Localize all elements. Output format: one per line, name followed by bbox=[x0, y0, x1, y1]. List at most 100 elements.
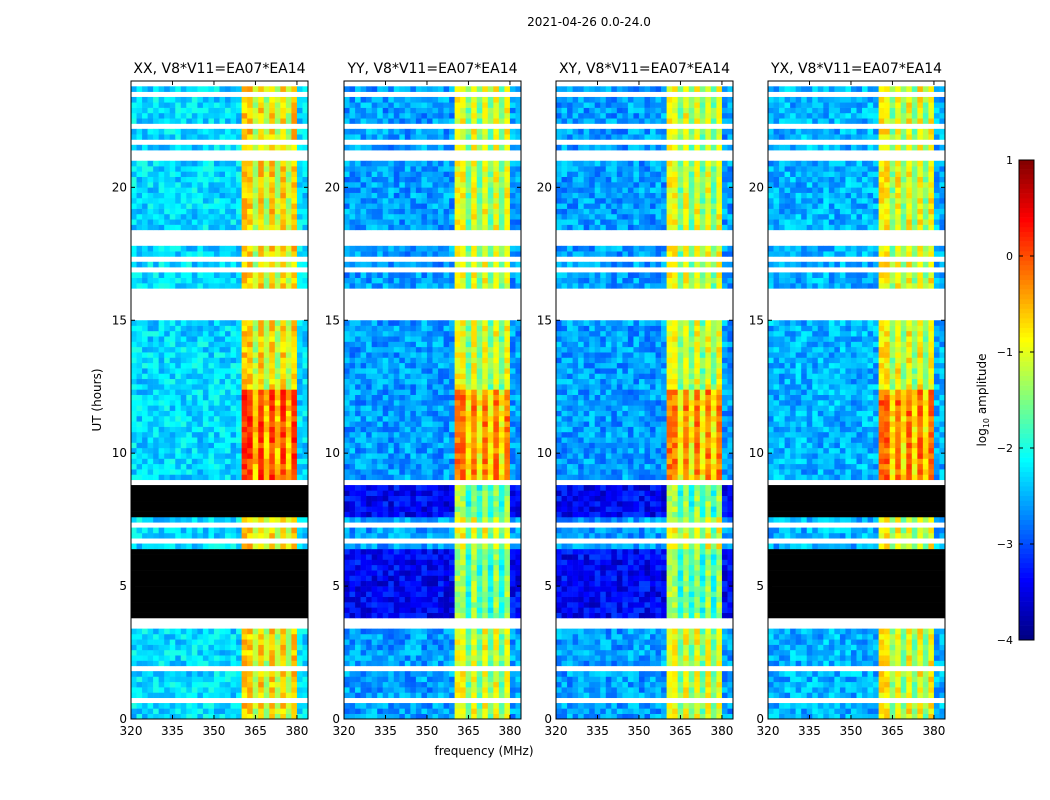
heatmap-cell bbox=[274, 384, 281, 390]
heatmap-cell bbox=[476, 336, 483, 342]
heatmap-cell bbox=[487, 463, 494, 470]
heatmap-cell bbox=[258, 187, 265, 193]
heatmap-cell bbox=[197, 277, 204, 284]
heatmap-cell bbox=[208, 692, 215, 699]
heatmap-cell bbox=[296, 368, 303, 374]
heatmap-cell bbox=[487, 495, 494, 502]
heatmap-cell bbox=[360, 559, 367, 566]
heatmap-cell bbox=[393, 543, 400, 550]
heatmap-cell bbox=[349, 580, 356, 587]
heatmap-cell bbox=[252, 251, 259, 257]
heatmap-cell bbox=[175, 144, 182, 151]
heatmap-cell bbox=[291, 692, 298, 699]
heatmap-cell bbox=[147, 681, 154, 688]
heatmap-cell bbox=[213, 86, 220, 92]
heatmap-cell bbox=[236, 112, 242, 119]
heatmap-cell bbox=[164, 134, 171, 140]
heatmap-cell bbox=[269, 357, 276, 364]
heatmap-cell bbox=[247, 543, 253, 550]
heatmap-cell bbox=[415, 671, 422, 677]
heatmap-cell bbox=[263, 681, 270, 688]
heatmap-cell bbox=[382, 458, 389, 465]
heatmap-cell bbox=[360, 463, 367, 470]
heatmap-cell bbox=[252, 633, 259, 640]
heatmap-cell bbox=[476, 368, 483, 374]
heatmap-cell bbox=[213, 421, 220, 427]
heatmap-cell bbox=[291, 107, 298, 114]
heatmap-cell bbox=[449, 384, 455, 390]
heatmap-cell bbox=[225, 320, 231, 326]
heatmap-cell bbox=[498, 410, 505, 417]
heatmap-cell bbox=[241, 410, 248, 417]
heatmap-cell bbox=[131, 458, 137, 465]
heatmap-cell bbox=[493, 277, 500, 284]
heatmap-cell bbox=[263, 166, 270, 172]
heatmap-cell bbox=[219, 676, 226, 683]
heatmap-cell bbox=[169, 192, 176, 199]
heatmap-cell bbox=[415, 532, 422, 539]
heatmap-cell bbox=[169, 261, 176, 268]
heatmap-cell bbox=[269, 213, 276, 220]
heatmap-cell bbox=[382, 490, 389, 496]
heatmap-cell bbox=[349, 384, 356, 390]
heatmap-cell bbox=[142, 352, 148, 358]
heatmap-cell bbox=[191, 330, 198, 337]
heatmap-cell bbox=[482, 442, 489, 449]
heatmap-cell bbox=[377, 219, 384, 225]
heatmap-cell bbox=[498, 596, 505, 603]
heatmap-cell bbox=[296, 197, 303, 204]
heatmap-cell bbox=[252, 453, 259, 459]
heatmap-cell bbox=[426, 426, 433, 433]
heatmap-cell bbox=[388, 554, 395, 560]
heatmap-cell bbox=[377, 649, 384, 656]
heatmap-cell bbox=[366, 394, 372, 401]
heatmap-cell bbox=[388, 458, 395, 465]
heatmap-cell bbox=[269, 442, 276, 449]
heatmap-cell bbox=[241, 458, 248, 465]
heatmap-cell bbox=[147, 713, 154, 720]
heatmap-cell bbox=[476, 330, 483, 337]
heatmap-cell bbox=[269, 437, 276, 443]
heatmap-cell bbox=[208, 112, 215, 119]
heatmap-cell bbox=[515, 495, 522, 502]
heatmap-cell bbox=[426, 602, 433, 608]
heatmap-cell bbox=[454, 506, 461, 512]
heatmap-cell bbox=[515, 437, 522, 443]
heatmap-cell bbox=[280, 389, 287, 395]
heatmap-cell bbox=[147, 389, 154, 395]
heatmap-cell bbox=[449, 458, 455, 465]
heatmap-cell bbox=[296, 516, 303, 523]
heatmap-cell bbox=[213, 687, 220, 693]
heatmap-cell bbox=[302, 346, 309, 353]
heatmap-cell bbox=[355, 676, 361, 683]
heatmap-cell bbox=[355, 219, 361, 225]
heatmap-cell bbox=[241, 346, 248, 353]
heatmap-cell bbox=[404, 628, 411, 635]
heatmap-cell bbox=[482, 580, 489, 587]
heatmap-cell bbox=[426, 410, 433, 417]
heatmap-cell bbox=[280, 187, 287, 193]
heatmap-cell bbox=[415, 415, 422, 422]
heatmap-cell bbox=[415, 516, 422, 523]
heatmap-cell bbox=[438, 516, 444, 523]
heatmap-cell bbox=[487, 703, 494, 709]
heatmap-cell bbox=[280, 144, 287, 151]
heatmap-cell bbox=[465, 346, 472, 353]
heatmap-cell bbox=[493, 336, 500, 342]
heatmap-cell bbox=[465, 458, 472, 465]
heatmap-cell bbox=[258, 277, 265, 284]
heatmap-cell bbox=[360, 400, 367, 406]
heatmap-cell bbox=[158, 660, 165, 667]
heatmap-cell bbox=[225, 708, 231, 714]
heatmap-cell bbox=[136, 128, 143, 135]
heatmap-cell bbox=[274, 166, 281, 172]
heatmap-cell bbox=[186, 415, 193, 422]
heatmap-cell bbox=[269, 219, 276, 225]
heatmap-cell bbox=[147, 671, 154, 677]
heatmap-cell bbox=[213, 415, 220, 422]
heatmap-cell bbox=[258, 692, 265, 699]
heatmap-cell bbox=[225, 437, 231, 443]
heatmap-cell bbox=[443, 511, 450, 518]
heatmap-cell bbox=[274, 421, 281, 427]
heatmap-cell bbox=[344, 607, 350, 613]
